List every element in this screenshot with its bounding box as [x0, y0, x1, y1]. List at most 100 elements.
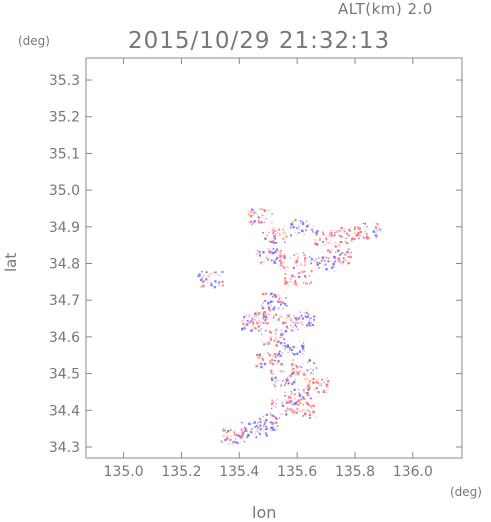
echo-speckle	[338, 245, 340, 247]
echo-cluster	[325, 248, 353, 265]
echo-speckle	[286, 344, 289, 347]
echo-speckle	[310, 270, 313, 273]
echo-speckle	[337, 249, 340, 252]
echo-speckle	[323, 257, 326, 259]
echo-speckle	[271, 318, 273, 320]
echo-speckle	[280, 264, 283, 267]
echo-speckle	[244, 426, 246, 428]
echo-speckle	[283, 332, 285, 334]
echo-speckle	[268, 354, 271, 357]
echo-speckle	[364, 222, 367, 225]
echo-speckle	[301, 396, 305, 399]
echo-speckle	[296, 407, 299, 410]
echo-speckle	[308, 313, 310, 316]
echo-speckle	[286, 345, 290, 349]
echo-speckle	[207, 274, 210, 278]
echo-speckle	[278, 340, 280, 342]
y-tick-label: 35.3	[49, 73, 80, 89]
echo-speckle	[211, 272, 214, 275]
echo-speckle	[272, 301, 274, 303]
echo-speckle	[367, 235, 369, 238]
echo-speckle	[301, 352, 304, 356]
echo-speckle	[281, 307, 285, 310]
echo-speckle	[297, 328, 299, 331]
echo-speckle	[307, 382, 309, 384]
echo-speckle	[274, 381, 277, 384]
echo-speckle	[337, 229, 340, 232]
echo-speckle	[308, 267, 310, 269]
echo-speckle	[339, 253, 342, 256]
echo-speckle	[284, 277, 287, 279]
echo-speckle	[321, 255, 323, 257]
echo-speckle	[351, 234, 353, 236]
echo-speckle	[294, 218, 297, 222]
echo-speckle	[253, 220, 256, 223]
echo-speckle	[337, 257, 341, 260]
echo-speckle	[271, 426, 274, 429]
echo-speckle	[217, 281, 219, 284]
echo-speckle	[262, 318, 264, 320]
echo-speckle	[273, 363, 275, 365]
echo-speckle	[282, 323, 284, 325]
echo-speckle	[275, 258, 277, 261]
echo-speckle	[261, 333, 263, 336]
echo-speckle	[222, 429, 224, 432]
echo-speckle	[247, 210, 250, 213]
echo-speckle	[310, 406, 313, 409]
echo-speckle	[281, 370, 283, 373]
echo-speckle	[290, 324, 292, 326]
echo-speckle	[350, 237, 354, 241]
echo-speckle	[332, 265, 335, 268]
echo-speckle	[302, 410, 304, 412]
echo-speckle	[275, 380, 277, 383]
echo-speckle	[328, 257, 330, 260]
echo-speckle	[227, 442, 231, 445]
echo-speckle	[313, 362, 316, 365]
echo-speckle	[311, 230, 314, 233]
echo-speckle	[257, 315, 259, 317]
echo-speckle	[288, 284, 289, 286]
echo-speckle	[285, 297, 287, 299]
echo-speckle	[303, 233, 305, 235]
echo-speckle	[281, 413, 284, 415]
echo-speckle	[260, 362, 263, 366]
echo-speckle	[300, 370, 302, 372]
echo-speckle	[261, 304, 263, 306]
echo-speckle	[357, 226, 360, 229]
echo-speckle	[262, 315, 266, 318]
echo-speckle	[302, 342, 304, 344]
echo-speckle	[268, 343, 270, 345]
echo-speckle	[306, 324, 309, 327]
echo-speckle	[205, 271, 208, 274]
echo-speckle	[266, 413, 269, 416]
echo-speckle	[273, 316, 275, 319]
echo-speckle	[308, 256, 311, 258]
echo-speckle	[357, 232, 359, 234]
echo-speckle	[251, 318, 254, 321]
x-tick-label: 135.2	[161, 464, 201, 480]
echo-speckle	[346, 232, 348, 235]
echo-speckle	[325, 377, 328, 380]
echo-speckle	[277, 307, 280, 310]
echo-speckle	[276, 256, 279, 260]
echo-speckle	[266, 322, 268, 324]
echo-speckle	[329, 249, 333, 252]
echo-speckle	[334, 251, 337, 253]
echo-speckle	[325, 236, 327, 239]
echo-speckle	[310, 262, 313, 265]
echo-speckle	[323, 233, 325, 236]
echo-speckle	[293, 368, 295, 370]
x-tick-label: 135.8	[335, 464, 375, 480]
echo-speckle	[318, 262, 320, 265]
echo-speckle	[269, 300, 273, 304]
echo-cluster	[290, 311, 316, 329]
echo-speckle	[326, 386, 329, 388]
echo-speckle	[274, 233, 277, 236]
echo-speckle	[350, 241, 353, 243]
echo-speckle	[245, 323, 248, 326]
echo-speckle	[270, 221, 273, 224]
echo-speckle	[292, 316, 294, 317]
echo-speckle	[248, 422, 251, 426]
echo-speckle	[257, 365, 259, 367]
echo-speckle	[279, 259, 282, 262]
